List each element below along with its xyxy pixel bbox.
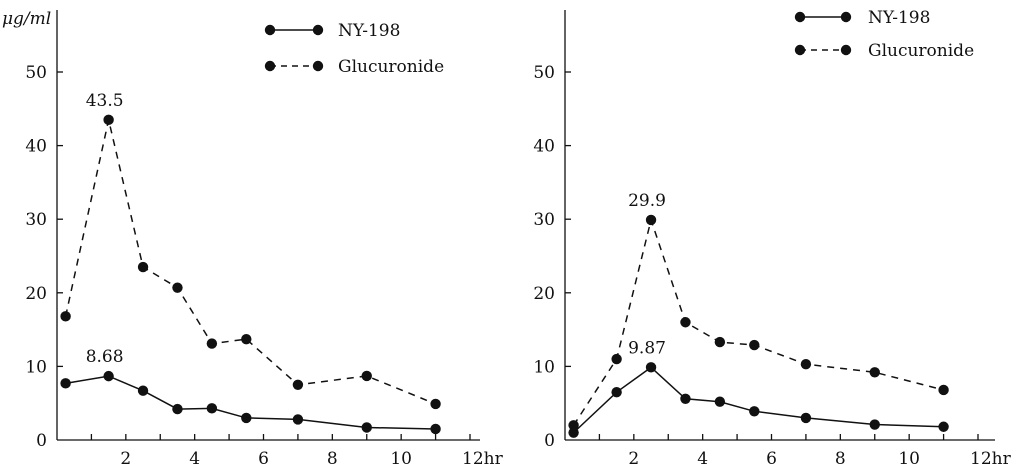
peak-value-label: 29.9 [628, 191, 666, 211]
x-tick-label: 2 [628, 449, 639, 468]
x-tick-label: 4 [189, 449, 200, 468]
y-tick-label: 20 [25, 284, 47, 304]
data-point [800, 358, 812, 370]
series-line-ny-198 [573, 366, 944, 434]
x-tick-label: 6 [258, 449, 269, 468]
data-point [292, 414, 304, 425]
data-point [137, 261, 149, 273]
legend-marker [840, 44, 852, 56]
x-tick-label: 8 [327, 449, 338, 468]
y-tick-label: 0 [36, 431, 47, 451]
legend-label: Glucuronide [868, 41, 974, 61]
legend-marker [264, 60, 276, 72]
data-point [714, 336, 726, 348]
legend-label: NY-198 [868, 8, 930, 28]
data-point [361, 422, 372, 433]
chart-panel-1: 0 10 20 30 40 50 2 4 6 8 10 12hr μg/ml 8.68 43.5 NY-198… [2, 9, 504, 468]
y-tick-label: 50 [533, 63, 555, 83]
data-point [430, 398, 441, 410]
data-point [800, 412, 812, 424]
y-tick-label: 40 [25, 137, 47, 157]
data-point [869, 367, 880, 378]
x-axis-unit-label: 12hr [970, 449, 1012, 468]
y-axis-label: μg/ml [2, 9, 51, 29]
data-point [292, 379, 304, 390]
legend-marker [794, 44, 806, 56]
y-tick-label: 10 [533, 357, 555, 377]
y-tick-label: 40 [533, 137, 555, 157]
y-tick-label: 30 [533, 210, 555, 230]
x-tick-label: 10 [390, 449, 412, 468]
y-tick-label: 20 [533, 284, 555, 304]
x-tick-label: 2 [120, 449, 131, 468]
x-tick-label: 8 [835, 449, 846, 468]
data-point [137, 385, 149, 396]
peak-value-label: 8.68 [86, 347, 124, 367]
y-tick-label: 10 [25, 357, 47, 377]
legend-marker [264, 24, 276, 36]
data-point [645, 362, 657, 373]
data-point [241, 412, 252, 424]
y-tick-label: 30 [25, 210, 47, 230]
data-point [172, 282, 183, 293]
y-tick-label: 0 [544, 431, 555, 451]
chart-panel-2: 0 10 20 30 40 50 2 4 6 8 10 12hr 9.87 29.9 NY-198 Glucu… [533, 8, 1011, 468]
data-point [611, 353, 622, 365]
data-point [172, 403, 183, 415]
data-point [430, 423, 441, 435]
data-point [749, 406, 760, 417]
legend-label: Glucuronide [338, 57, 444, 77]
data-point [206, 403, 218, 414]
legend-marker [794, 11, 806, 23]
data-point [241, 333, 252, 345]
data-point [568, 427, 579, 438]
legend-marker [312, 24, 324, 36]
data-point [103, 370, 114, 382]
data-point [361, 370, 372, 382]
peak-value-label: 43.5 [86, 91, 124, 111]
series-line-ny-198 [65, 375, 436, 430]
y-tick-label: 50 [25, 63, 47, 83]
data-point [103, 114, 114, 126]
data-point [749, 339, 760, 351]
legend-label: NY-198 [338, 21, 400, 41]
series-line-glucuronide [572, 217, 944, 426]
x-axis-unit-label: 12hr [462, 449, 504, 468]
data-point [869, 419, 880, 430]
data-point [206, 338, 218, 349]
data-point [60, 378, 71, 389]
x-tick-label: 6 [766, 449, 777, 468]
legend-marker [840, 11, 852, 23]
legend-marker [312, 60, 324, 72]
data-point [680, 317, 691, 328]
data-point [938, 384, 949, 396]
data-point [60, 311, 71, 322]
x-tick-label: 10 [898, 449, 920, 468]
data-point [680, 393, 691, 404]
data-point [611, 386, 622, 398]
data-point [938, 421, 949, 432]
data-point [568, 420, 579, 431]
x-tick-label: 4 [697, 449, 708, 468]
data-point [714, 396, 726, 407]
data-point [645, 214, 657, 226]
peak-value-label: 9.87 [628, 338, 666, 358]
